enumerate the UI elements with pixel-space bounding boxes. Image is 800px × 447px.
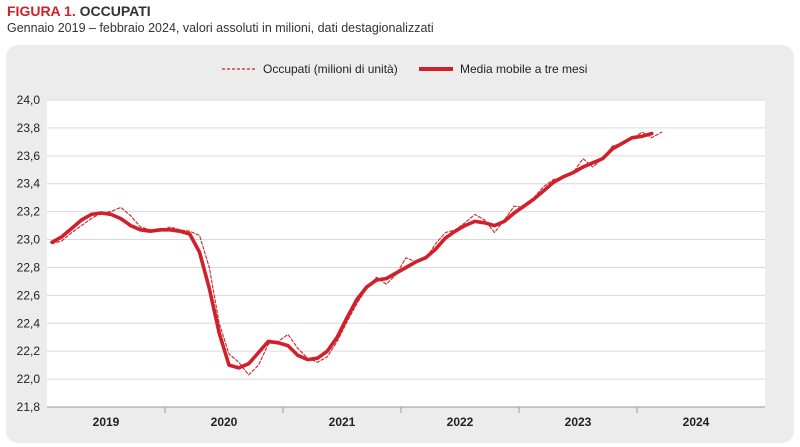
y-axis: 24,0 23,8 23,6 23,4 23,2 23,0 22,8 22,6 22,4 22,2… xyxy=(17,93,41,414)
figure-title: FIGURA 1. OCCUPATI xyxy=(7,3,151,19)
series-line-media-mobile xyxy=(50,131,654,370)
y-tick-label: 23,6 xyxy=(17,149,41,163)
y-tick-label: 21,8 xyxy=(17,400,41,414)
y-tick-label: 23,8 xyxy=(17,121,41,135)
y-tick-label: 22,8 xyxy=(17,260,41,274)
y-tick-label: 24,0 xyxy=(17,93,41,107)
x-tick-label: 2024 xyxy=(683,415,710,429)
x-tick-label: 2019 xyxy=(93,415,120,429)
y-tick-label: 22,2 xyxy=(17,344,41,358)
x-tick-label: 2022 xyxy=(447,415,474,429)
y-tick-label: 22,4 xyxy=(17,316,41,330)
y-tick-label: 23,0 xyxy=(17,233,41,247)
figure-title-text: OCCUPATI xyxy=(79,3,151,19)
plot-area xyxy=(47,100,765,407)
figure-label: FIGURA 1. xyxy=(7,3,76,19)
gridlines xyxy=(47,99,765,408)
figure-subtitle: Gennaio 2019 – febbraio 2024, valori ass… xyxy=(7,21,434,35)
legend-label-occupati: Occupati (milioni di unità) xyxy=(263,62,398,76)
series-lines xyxy=(50,131,663,376)
x-tick-label: 2023 xyxy=(565,415,592,429)
legend: Occupati (milioni di unità) Media mobile… xyxy=(222,62,587,76)
x-tick-label: 2021 xyxy=(329,415,356,429)
y-tick-label: 22,0 xyxy=(17,372,41,386)
x-tick-label: 2020 xyxy=(211,415,238,429)
y-tick-label: 23,4 xyxy=(17,177,41,191)
y-tick-label: 23,2 xyxy=(17,205,41,219)
legend-label-media-mobile: Media mobile a tre mesi xyxy=(460,62,587,76)
x-axis: 2019 2020 2021 2022 2023 2024 xyxy=(93,407,710,429)
y-tick-label: 22,6 xyxy=(17,288,41,302)
